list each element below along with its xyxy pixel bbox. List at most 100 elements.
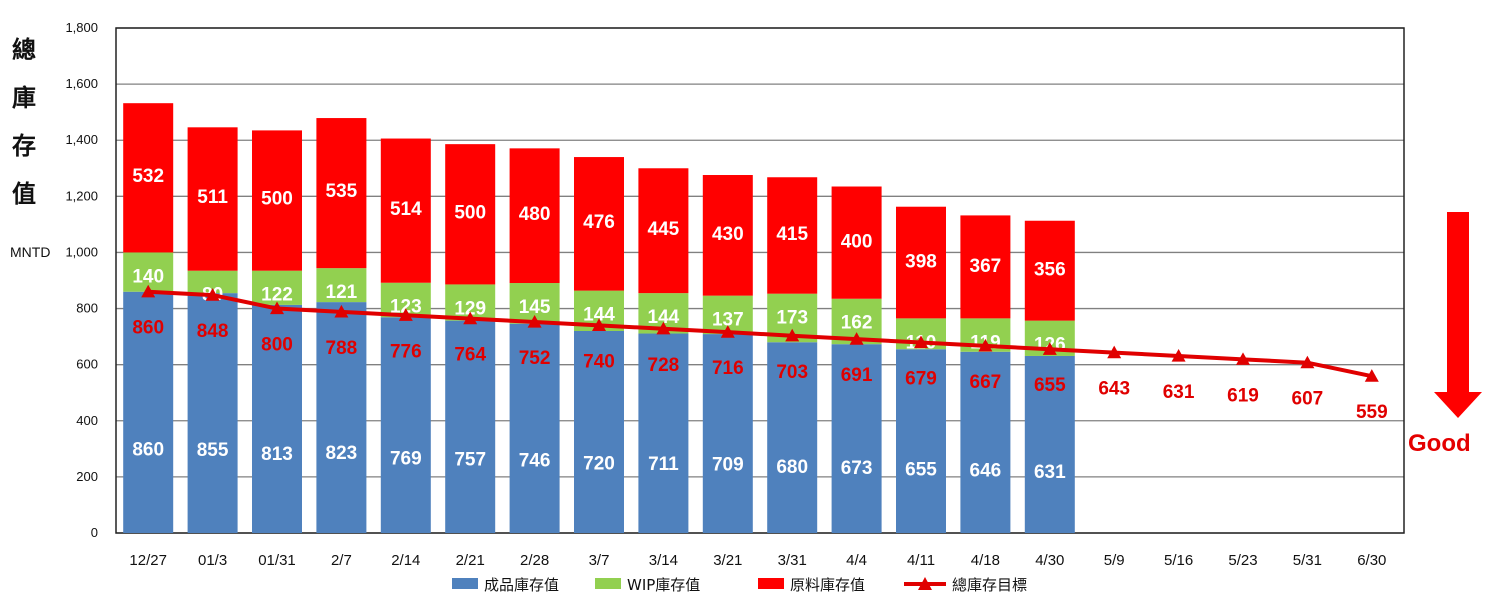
target-data-label: 631 bbox=[1163, 382, 1195, 403]
target-marker bbox=[785, 328, 800, 342]
target-marker bbox=[1236, 352, 1250, 365]
bar-data-label: 173 bbox=[776, 308, 808, 329]
bar-segment bbox=[960, 351, 1011, 533]
bar-segment bbox=[896, 206, 946, 319]
bar-data-label: 673 bbox=[841, 458, 873, 479]
x-tick-label: 3/7 bbox=[589, 552, 610, 569]
target-data-label: 643 bbox=[1098, 379, 1130, 400]
y-tick-label: 0 bbox=[91, 525, 98, 540]
bar-data-label: 757 bbox=[454, 450, 486, 471]
target-marker bbox=[656, 321, 671, 335]
x-tick-label: 2/21 bbox=[456, 552, 485, 569]
target-data-label: 800 bbox=[261, 335, 293, 356]
target-data-label: 667 bbox=[970, 372, 1002, 393]
target-data-label: 860 bbox=[132, 318, 164, 339]
bar-segment bbox=[187, 127, 238, 271]
bar-data-label: 709 bbox=[712, 454, 744, 475]
bar-data-label: 398 bbox=[905, 251, 937, 272]
target-marker bbox=[141, 284, 156, 298]
x-tick-label: 5/16 bbox=[1164, 552, 1193, 569]
x-tick-label: 4/30 bbox=[1035, 552, 1064, 569]
bar-data-label: 813 bbox=[261, 444, 293, 465]
y-tick-label: 400 bbox=[76, 413, 98, 428]
y-tick-label: 1,800 bbox=[65, 20, 98, 35]
target-marker bbox=[849, 332, 864, 345]
y-axis-unit: MNTD bbox=[10, 244, 51, 260]
bar-data-label: 631 bbox=[1034, 462, 1066, 483]
bar-segment bbox=[380, 138, 431, 283]
y-tick-label: 1,000 bbox=[65, 244, 98, 259]
bar-segment bbox=[767, 342, 818, 533]
bar-series bbox=[123, 103, 1075, 533]
x-tick-label: 5/31 bbox=[1293, 552, 1322, 569]
target-data-label: 619 bbox=[1227, 385, 1259, 406]
bar-segment bbox=[123, 291, 174, 533]
target-marker bbox=[1107, 345, 1122, 359]
arrow-shaft bbox=[1447, 212, 1469, 392]
bar-data-label: 855 bbox=[197, 440, 229, 461]
target-data-label: 776 bbox=[390, 341, 422, 362]
bar-segment bbox=[509, 148, 560, 284]
target-data-label: 740 bbox=[583, 351, 615, 372]
target-marker bbox=[1042, 342, 1057, 355]
bar-segment bbox=[638, 333, 689, 533]
bar-data-label: 532 bbox=[132, 166, 164, 187]
legend-label: WIP庫存值 bbox=[627, 576, 700, 594]
y-tick-label: 1,200 bbox=[65, 188, 98, 203]
bar-data-label: 144 bbox=[648, 307, 680, 328]
bar-data-label: 480 bbox=[519, 204, 551, 225]
bar-data-label: 720 bbox=[583, 453, 615, 474]
bar-data-label: 746 bbox=[519, 451, 551, 472]
x-tick-label: 4/4 bbox=[846, 552, 867, 569]
x-tick-label: 2/28 bbox=[520, 552, 549, 569]
bar-data-label: 476 bbox=[583, 212, 615, 233]
bar-segment bbox=[187, 293, 238, 533]
bar-data-label: 823 bbox=[326, 443, 358, 464]
legend-swatch bbox=[758, 578, 784, 589]
bar-data-labels: 8601405328558051181312250082312153576912… bbox=[132, 166, 1066, 483]
bar-data-label: 145 bbox=[519, 297, 551, 318]
bar-segment bbox=[445, 144, 496, 285]
y-axis-title-char: 存 bbox=[12, 132, 36, 160]
x-tick-label: 5/23 bbox=[1228, 552, 1257, 569]
good-label: Good bbox=[1408, 430, 1471, 457]
target-data-label: 703 bbox=[776, 362, 808, 383]
bar-segment bbox=[316, 302, 367, 533]
target-data-label: 848 bbox=[197, 321, 229, 342]
x-tick-label: 3/21 bbox=[713, 552, 742, 569]
target-data-label: 752 bbox=[519, 348, 551, 369]
target-marker bbox=[978, 338, 993, 352]
bar-segment bbox=[187, 270, 238, 294]
bar-data-label: 430 bbox=[712, 224, 744, 245]
legend: 成品庫存值 WIP庫存值 原料庫存值 總庫存目標 bbox=[452, 576, 1027, 594]
y-axis-title-char: 庫 bbox=[12, 84, 36, 112]
bar-segment bbox=[252, 270, 302, 305]
bar-data-label: 514 bbox=[390, 199, 422, 220]
bar-segment bbox=[445, 320, 496, 533]
x-tick-label: 5/9 bbox=[1104, 552, 1125, 569]
bar-data-label: 500 bbox=[261, 189, 293, 210]
bar-segment bbox=[767, 177, 818, 294]
target-data-label: 728 bbox=[648, 355, 680, 376]
bar-segment bbox=[316, 118, 367, 269]
target-marker bbox=[1364, 369, 1379, 382]
y-tick-label: 1,600 bbox=[65, 76, 98, 91]
target-data-label: 679 bbox=[905, 369, 937, 390]
bar-data-label: 162 bbox=[841, 313, 873, 334]
target-data-label: 655 bbox=[1034, 375, 1066, 396]
bar-data-label: 500 bbox=[454, 202, 486, 223]
y-axis-title-char: 總 bbox=[12, 36, 36, 64]
bar-segment bbox=[831, 186, 882, 299]
x-tick-label: 4/18 bbox=[971, 552, 1000, 569]
target-marker bbox=[463, 311, 478, 325]
bar-segment bbox=[960, 215, 1011, 319]
bar-segment bbox=[638, 168, 689, 294]
bar-data-label: 129 bbox=[454, 298, 486, 319]
target-marker bbox=[398, 308, 413, 321]
bar-segment bbox=[896, 349, 946, 533]
bar-data-label: 140 bbox=[132, 266, 164, 287]
target-marker bbox=[270, 301, 284, 315]
x-tick-label: 2/14 bbox=[391, 552, 420, 569]
legend-label: 總庫存目標 bbox=[952, 576, 1027, 594]
bar-data-label: 860 bbox=[132, 440, 164, 461]
